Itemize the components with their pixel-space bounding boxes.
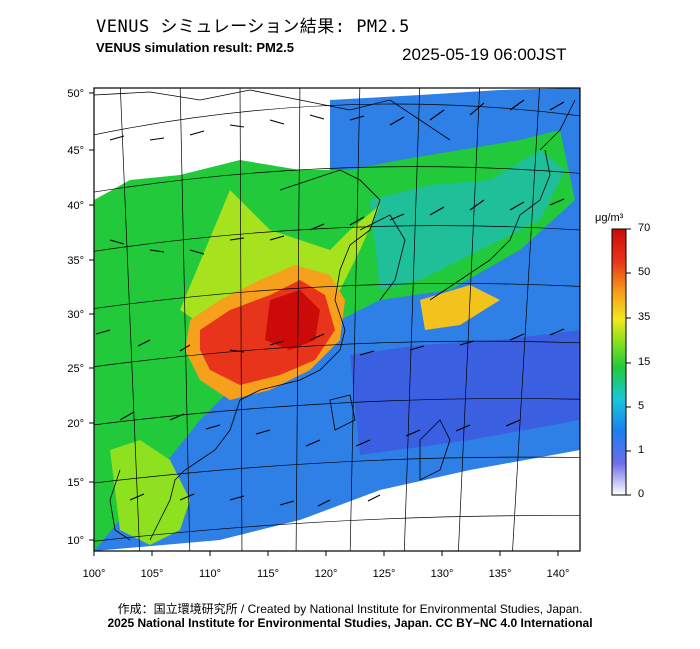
lat-label-25: 25° [67,363,84,375]
colorbar-label-0: 0 [638,488,645,500]
colorbar-label-35: 35 [638,311,651,323]
colorbar-label-70: 70 [638,222,651,234]
graticule [94,88,580,551]
lat-label-50: 50° [67,88,84,100]
lon-label-125: 125° [373,568,396,580]
colorbar-label-5: 5 [638,400,645,412]
lon-label-115: 115° [257,568,279,580]
colorbar-label-1: 1 [638,444,645,456]
lat-tick-labels: 50° 45° 40° 35° 30° 25° 20° 15° 10° [67,88,84,547]
lon-tick-labels: 100° 105° 110° 115° 120° 125° 130° 135° … [83,568,570,580]
lat-label-40: 40° [67,200,84,212]
colorbar-label-15: 15 [638,356,651,368]
colorbar-label-50: 50 [638,266,651,278]
lon-tick-marks [93,551,559,556]
wind-vectors [95,99,565,507]
lat-label-15: 15° [67,477,84,489]
lat-tick-marks [89,92,94,541]
pm25-concentration-field [94,88,580,551]
title-english: VENUS simulation result: PM2.5 [96,40,294,55]
credit-line-1: 作成：国立環境研究所 / Created by National Institu… [117,602,583,616]
colorbar [611,228,631,496]
lon-label-140: 140° [547,568,570,580]
colorbar-scale [611,228,627,496]
lat-label-20: 20° [67,418,84,430]
lat-label-45: 45° [67,145,84,157]
credit-line-2: 2025 National Institute for Environmenta… [107,616,593,630]
coastlines [94,89,576,541]
map-frame [93,87,581,552]
lat-label-30: 30° [67,309,84,321]
title-japanese: VENUS シミュレーション結果: PM2.5 [96,17,410,37]
forecast-timestamp: 2025-05-19 06:00JST [402,45,567,64]
lat-label-10: 10° [67,535,84,547]
lat-label-35: 35° [67,255,84,267]
lon-label-120: 120° [315,568,338,580]
lon-label-105: 105° [141,568,164,580]
colorbar-unit: μg/m³ [595,212,624,224]
lon-label-100: 100° [83,568,106,580]
lon-label-135: 135° [489,568,512,580]
lon-label-110: 110° [199,568,221,580]
lon-label-130: 130° [431,568,454,580]
map-plot-area [94,88,580,551]
